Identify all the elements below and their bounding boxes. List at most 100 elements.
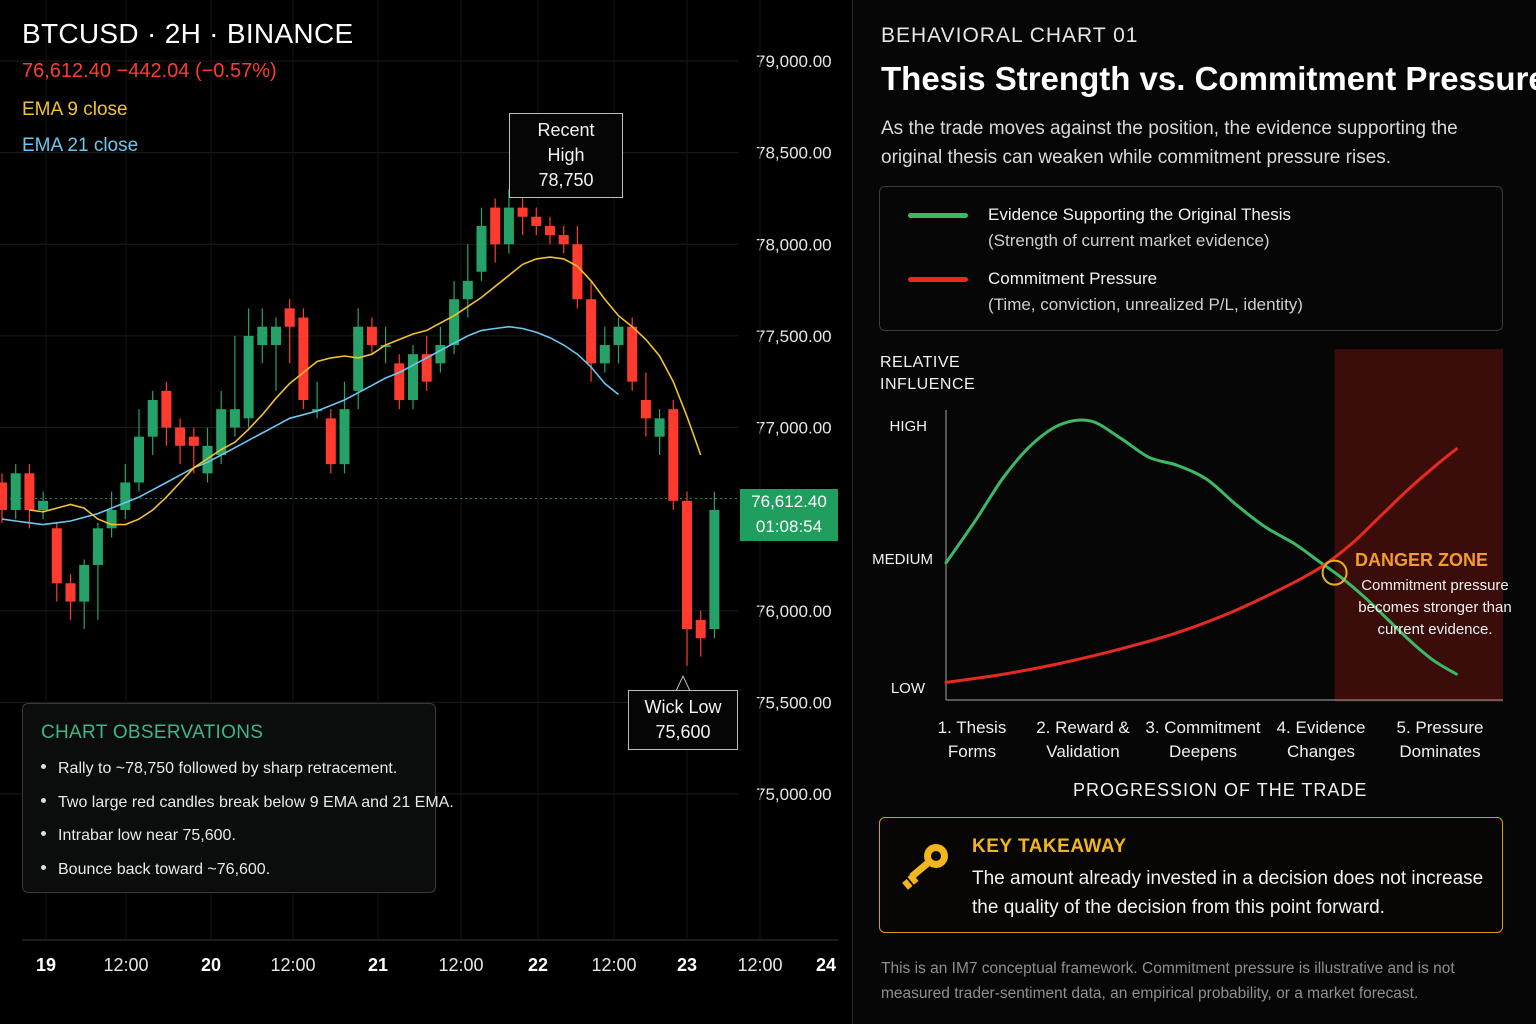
candle-body [709, 509, 720, 630]
candle-body [449, 299, 460, 346]
wick-low-label: Wick Low [644, 697, 722, 717]
y-axis-title: RELATIVE INFLUENCE [880, 354, 976, 393]
legend-label-pressure: Commitment Pressure [988, 269, 1158, 288]
key-takeaway-text: The amount already invested in a decisio… [972, 868, 1484, 918]
callout-pointer [675, 674, 691, 692]
x-tick-label: 12:00 [270, 955, 316, 975]
legend-label-evidence: Evidence Supporting the Original Thesis [988, 205, 1292, 224]
legend-swatch-pressure [908, 277, 968, 282]
candle-body [517, 207, 528, 217]
behavioral-line-chart [944, 349, 1503, 702]
candle-body [599, 345, 610, 364]
stage-label: 1. Thesis Forms [937, 718, 1007, 761]
candle-body [229, 409, 240, 428]
candle-body [394, 363, 405, 401]
x-tick-label: 12:00 [591, 955, 637, 975]
recent-high-callout: Recent High 78,750 [509, 113, 623, 198]
candle-body [490, 207, 501, 245]
y-tick-label: 77,000.00 [756, 419, 832, 438]
ema21-legend[interactable]: EMA 21 close [22, 135, 139, 156]
x-tick-label: 22 [527, 955, 549, 975]
y-tick-label: 75,000.00 [756, 785, 832, 804]
candle-body [572, 244, 583, 300]
candle-body [380, 345, 391, 348]
x-tick-label: 19 [35, 955, 57, 975]
candle-body [558, 235, 569, 245]
candlestick-chart[interactable]: 79,000.00 78,500.00 78,000.00 77,500.00 77,0… [0, 0, 852, 1024]
candle-body [366, 326, 377, 346]
candle-body [92, 528, 103, 565]
candle-body [38, 500, 49, 510]
commitment-pressure-line [944, 447, 1458, 684]
recent-high-label: Recent High [537, 120, 595, 165]
observation-item: Intrabar low near 75,600. [41, 827, 236, 845]
candle-body [695, 619, 706, 639]
last-price: 76,612.40 [751, 492, 827, 511]
candle-body [353, 326, 364, 391]
chart-observations-panel: CHART OBSERVATIONS Rally to ~78,750 foll… [22, 703, 454, 893]
bullet-icon [41, 798, 46, 804]
candle-body [134, 436, 144, 483]
candle-body [106, 509, 117, 529]
observation-item: Two large red candles break below 9 EMA … [41, 794, 454, 812]
candlestick-panel: 79,000.00 78,500.00 78,000.00 77,500.00 77,0… [0, 0, 852, 1024]
candle-body [257, 326, 268, 346]
stage-label: 5. Pressure Dominates [1396, 718, 1484, 761]
wick-low-callout: Wick Low 75,600 [628, 690, 738, 750]
candle-body [216, 409, 227, 455]
candle-body [298, 317, 309, 401]
candle-body [640, 400, 651, 419]
candle-body [462, 280, 473, 300]
observation-item: Bounce back toward ~76,600. [41, 861, 270, 879]
last-price-tag: 76,612.40 01:08:54 [740, 489, 838, 541]
level-medium-label: MEDIUM [872, 551, 933, 568]
candle-body [161, 390, 172, 428]
candle-body [627, 326, 638, 382]
candle-body [476, 225, 487, 272]
bar-countdown: 01:08:54 [755, 517, 823, 536]
crossover-marker [1321, 559, 1348, 586]
candle-body [51, 528, 62, 584]
ema9-legend[interactable]: EMA 9 close [22, 99, 128, 120]
legend-swatch-evidence [908, 213, 968, 218]
candle-body [545, 225, 555, 236]
candle-body [408, 354, 418, 401]
disclaimer-text: This is an IM7 conceptual framework. Com… [881, 960, 1455, 1002]
stage-label: 4. Evidence Changes [1276, 718, 1366, 761]
evidence-line [944, 418, 1458, 676]
candle-body [0, 482, 7, 510]
y-tick-label: 75,500.00 [756, 693, 832, 712]
danger-zone-region [1334, 349, 1503, 702]
chart-kicker: BEHAVIORAL CHART 01 [881, 24, 1139, 47]
candle-body [325, 418, 336, 465]
stage-label: 3. Commitment Deepens [1145, 718, 1261, 761]
bullet-icon [41, 865, 46, 871]
key-icon [902, 844, 948, 890]
behavioral-panel: BEHAVIORAL CHART 01 Thesis Strength vs. … [853, 0, 1536, 1024]
candle-body [613, 326, 624, 346]
symbol-title[interactable]: BTCUSD · 2H · BINANCE [22, 18, 354, 49]
candle-body [284, 308, 295, 327]
candle-body [421, 354, 432, 382]
level-high-label: HIGH [889, 418, 928, 435]
candle-body [24, 473, 35, 510]
observations-title: CHART OBSERVATIONS [41, 722, 264, 743]
candle-body [531, 216, 542, 226]
x-tick-label: 12:00 [737, 955, 783, 975]
candle-body [654, 418, 665, 437]
candle-body [435, 345, 446, 364]
panel-divider [852, 0, 853, 1024]
bullet-icon [41, 764, 46, 770]
candle-body [503, 207, 514, 245]
candle-body [10, 473, 21, 510]
wick-low-value: 75,600 [655, 722, 711, 742]
key-takeaway-title: KEY TAKEAWAY [972, 836, 1127, 857]
ema9-line [29, 256, 702, 526]
price-change: 76,612.40 −442.04 (−0.57%) [22, 60, 277, 82]
key-takeaway-panel: KEY TAKEAWAY The amount already invested… [879, 817, 1503, 933]
observation-item: Rally to ~78,750 followed by sharp retra… [41, 760, 397, 778]
candle-body [147, 400, 158, 437]
ema21-line [1, 325, 620, 526]
candle-body [243, 335, 254, 419]
danger-zone-title: DANGER ZONE [1355, 550, 1489, 570]
